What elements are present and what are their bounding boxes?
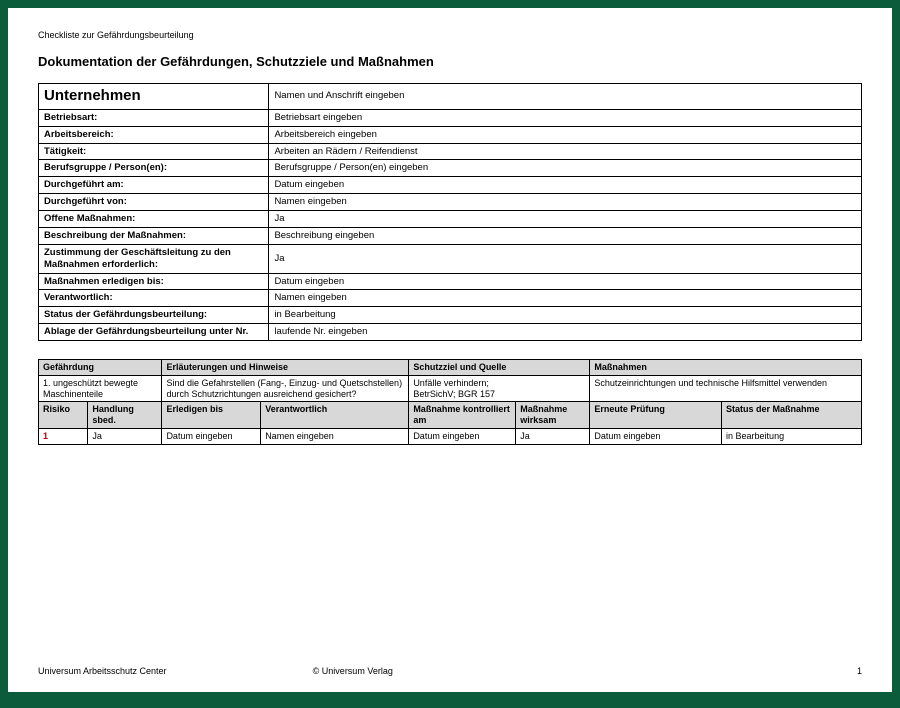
document-page: Checkliste zur Gefährdungsbeurteilung Do… <box>8 8 892 692</box>
val-erledigen: Datum eingeben <box>162 428 261 444</box>
field-value: Namen eingeben <box>269 290 862 307</box>
val-wirksam: Ja <box>516 428 590 444</box>
table-row: Berufsgruppe / Person(en):Berufsgruppe /… <box>39 160 862 177</box>
table-row: Durchgeführt am:Datum eingeben <box>39 177 862 194</box>
field-value: Datum eingeben <box>269 273 862 290</box>
section-value: Namen und Anschrift eingeben <box>269 84 862 110</box>
field-label: Tätigkeit: <box>39 143 269 160</box>
footer-page-number: 1 <box>587 666 862 676</box>
table-row: Verantwortlich:Namen eingeben <box>39 290 862 307</box>
table-row: Maßnahmen erledigen bis:Datum eingeben <box>39 273 862 290</box>
table-row: Durchgeführt von:Namen eingeben <box>39 194 862 211</box>
pretitle: Checkliste zur Gefährdungsbeurteilung <box>38 30 862 40</box>
col-handlung: Handlung sbed. <box>88 402 162 429</box>
col-wirksam: Maßnahme wirksam <box>516 402 590 429</box>
hazard-sub-header: Risiko Handlung sbed. Erledigen bis Vera… <box>39 402 862 429</box>
table-row: Offene Maßnahmen:Ja <box>39 211 862 228</box>
field-label: Status der Gefährdungsbeurteilung: <box>39 307 269 324</box>
table-row: Arbeitsbereich:Arbeitsbereich eingeben <box>39 126 862 143</box>
table-row: Zustimmung der Geschäftsleitung zu den M… <box>39 244 862 273</box>
val-verantwortlich: Namen eingeben <box>261 428 409 444</box>
table-row: Status der Gefährdungsbeurteilung:in Bea… <box>39 307 862 324</box>
col-risiko: Risiko <box>39 402 88 429</box>
field-value: in Bearbeitung <box>269 307 862 324</box>
val-kontrolliert: Datum eingeben <box>409 428 516 444</box>
field-label: Durchgeführt von: <box>39 194 269 211</box>
field-value: Betriebsart eingeben <box>269 109 862 126</box>
field-label: Beschreibung der Maßnahmen: <box>39 227 269 244</box>
field-value: Berufsgruppe / Person(en) eingeben <box>269 160 862 177</box>
col-kontrolliert: Maßnahme kontrolliert am <box>409 402 516 429</box>
field-value: Ja <box>269 244 862 273</box>
field-value: Arbeitsbereich eingeben <box>269 126 862 143</box>
field-value: laufende Nr. eingeben <box>269 324 862 341</box>
field-label: Durchgeführt am: <box>39 177 269 194</box>
main-title: Dokumentation der Gefährdungen, Schutzzi… <box>38 54 862 69</box>
hazard-erlaeuterungen: Sind die Gefahrstellen (Fang-, Einzug- u… <box>162 375 409 402</box>
field-label: Verantwortlich: <box>39 290 269 307</box>
col-erlaeuterungen: Erläuterungen und Hinweise <box>162 360 409 376</box>
field-label: Ablage der Gefährdungsbeurteilung unter … <box>39 324 269 341</box>
table-row: Beschreibung der Maßnahmen:Beschreibung … <box>39 227 862 244</box>
col-pruefung: Erneute Prüfung <box>590 402 722 429</box>
footer-left: Universum Arbeitsschutz Center <box>38 666 313 676</box>
hazard-gefaehrdung: 1. ungeschützt bewegte Maschinenteile <box>39 375 162 402</box>
field-label: Zustimmung der Geschäftsleitung zu den M… <box>39 244 269 273</box>
hazard-table: Gefährdung Erläuterungen und Hinweise Sc… <box>38 359 862 445</box>
table-row: Unternehmen Namen und Anschrift eingeben <box>39 84 862 110</box>
table-row: Betriebsart:Betriebsart eingeben <box>39 109 862 126</box>
col-schutzziel: Schutzziel und Quelle <box>409 360 590 376</box>
field-value: Beschreibung eingeben <box>269 227 862 244</box>
section-label: Unternehmen <box>39 84 269 110</box>
hazard-main-header: Gefährdung Erläuterungen und Hinweise Sc… <box>39 360 862 376</box>
field-value: Datum eingeben <box>269 177 862 194</box>
field-label: Berufsgruppe / Person(en): <box>39 160 269 177</box>
company-form-table: Unternehmen Namen und Anschrift eingeben… <box>38 83 862 341</box>
hazard-entry-row: 1. ungeschützt bewegte Maschinenteile Si… <box>39 375 862 402</box>
field-value: Namen eingeben <box>269 194 862 211</box>
col-massnahmen: Maßnahmen <box>590 360 862 376</box>
field-label: Betriebsart: <box>39 109 269 126</box>
table-row: Tätigkeit:Arbeiten an Rädern / Reifendie… <box>39 143 862 160</box>
col-erledigen: Erledigen bis <box>162 402 261 429</box>
hazard-value-row: 1 Ja Datum eingeben Namen eingeben Datum… <box>39 428 862 444</box>
hazard-massnahmen: Schutzeinrichtungen und technische Hilfs… <box>590 375 862 402</box>
col-verantwortlich: Verantwortlich <box>261 402 409 429</box>
field-value: Arbeiten an Rädern / Reifendienst <box>269 143 862 160</box>
col-status: Status der Maßnahme <box>722 402 862 429</box>
val-pruefung: Datum eingeben <box>590 428 722 444</box>
field-label: Maßnahmen erledigen bis: <box>39 273 269 290</box>
val-risiko: 1 <box>39 428 88 444</box>
val-status: in Bearbeitung <box>722 428 862 444</box>
table-row: Ablage der Gefährdungsbeurteilung unter … <box>39 324 862 341</box>
field-value: Ja <box>269 211 862 228</box>
field-label: Offene Maßnahmen: <box>39 211 269 228</box>
val-handlung: Ja <box>88 428 162 444</box>
field-label: Arbeitsbereich: <box>39 126 269 143</box>
page-footer: Universum Arbeitsschutz Center © Univers… <box>38 666 862 676</box>
col-gefaehrdung: Gefährdung <box>39 360 162 376</box>
footer-center: © Universum Verlag <box>313 666 588 676</box>
hazard-schutzziel: Unfälle verhindern; BetrSichV; BGR 157 <box>409 375 590 402</box>
